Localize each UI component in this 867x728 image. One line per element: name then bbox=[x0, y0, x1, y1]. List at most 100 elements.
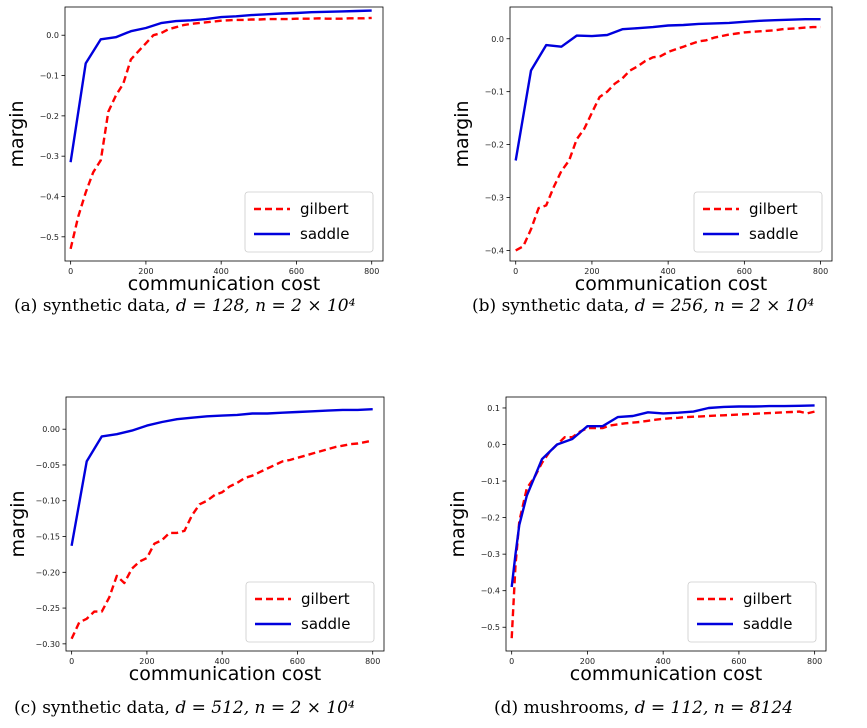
legend-label-saddle: saddle bbox=[301, 615, 350, 633]
x-axis-title: communication cost bbox=[128, 273, 320, 295]
y-axis-title: margin bbox=[451, 100, 473, 167]
series-line-gilbert bbox=[70, 439, 373, 640]
y-tick-label: −0.5 bbox=[481, 623, 500, 632]
y-tick-label: −0.2 bbox=[481, 514, 500, 523]
legend-label-saddle: saddle bbox=[300, 225, 349, 243]
y-tick-label: −0.4 bbox=[40, 192, 59, 201]
legend-label-gilbert: gilbert bbox=[743, 590, 792, 608]
caption-params: d = 128, n = 2 × 10⁴ bbox=[175, 296, 356, 316]
x-axis-title: communication cost bbox=[575, 273, 767, 295]
caption-label: (a) bbox=[14, 296, 38, 316]
caption-d: (d) mushrooms, d = 112, n = 8124 bbox=[494, 698, 793, 718]
legend: gilbert saddle bbox=[244, 191, 374, 253]
x-tick-label: 0 bbox=[68, 267, 73, 276]
caption-label: (c) bbox=[14, 698, 37, 718]
x-tick-label: 400 bbox=[214, 267, 229, 276]
chart-panel-b: 0 200 400 600 800 −0.4 −0.3 −0.2 −0.1 0.0 communic… bbox=[451, 6, 833, 295]
y-tick-label: 0.1 bbox=[487, 404, 500, 413]
caption-dataset: synthetic data, bbox=[501, 296, 630, 316]
plot-frame bbox=[64, 6, 384, 262]
y-tick-label: −0.2 bbox=[485, 141, 504, 150]
series-line-saddle bbox=[514, 18, 821, 161]
y-tick-label: −0.20 bbox=[35, 568, 60, 577]
y-tick-label: −0.1 bbox=[485, 88, 504, 97]
y-tick-label: −0.10 bbox=[35, 497, 60, 506]
x-tick-label: 800 bbox=[365, 657, 380, 666]
x-tick-label: 600 bbox=[737, 267, 752, 276]
x-tick-label: 600 bbox=[289, 267, 304, 276]
y-tick-label: −0.5 bbox=[40, 233, 59, 242]
x-tick-label: 400 bbox=[656, 657, 671, 666]
y-tick-label: −0.1 bbox=[481, 477, 500, 486]
series-line-gilbert bbox=[515, 25, 821, 252]
plot-frame bbox=[505, 396, 827, 652]
x-tick-label: 0 bbox=[69, 657, 74, 666]
chart-panel-d: 0 200 400 600 800 −0.5 −0.4 −0.3 −0.2 −0.1 0.0 0.1 c… bbox=[447, 396, 827, 685]
caption-b: (b) synthetic data, d = 256, n = 2 × 10⁴ bbox=[472, 296, 814, 316]
y-tick-label: 0.0 bbox=[487, 441, 500, 450]
x-tick-label: 600 bbox=[290, 657, 305, 666]
y-tick-label: −0.2 bbox=[40, 112, 59, 121]
chart-panel-a: 0 200 400 600 800 −0.5 −0.4 −0.3 −0.2 −0.1 0.0 comm… bbox=[6, 6, 384, 295]
y-axis-title: margin bbox=[6, 100, 28, 167]
caption-dataset: synthetic data, bbox=[42, 296, 171, 316]
x-tick-label: 600 bbox=[731, 657, 746, 666]
y-tick-label: −0.25 bbox=[35, 604, 60, 613]
legend-label-gilbert: gilbert bbox=[301, 590, 350, 608]
legend-box bbox=[693, 191, 823, 253]
y-tick-label: −0.30 bbox=[35, 640, 60, 649]
y-tick-label: −0.05 bbox=[35, 461, 60, 470]
legend: gilbert saddle bbox=[245, 581, 375, 643]
legend-label-saddle: saddle bbox=[749, 225, 798, 243]
y-tick-label: 0.0 bbox=[46, 31, 59, 40]
x-tick-label: 800 bbox=[807, 657, 822, 666]
caption-a: (a) synthetic data, d = 128, n = 2 × 10⁴ bbox=[14, 296, 355, 316]
legend-label-gilbert: gilbert bbox=[300, 200, 349, 218]
x-tick-label: 400 bbox=[661, 267, 676, 276]
y-tick-label: 0.00 bbox=[42, 425, 60, 434]
y-axis-title: margin bbox=[447, 490, 469, 557]
x-tick-label: 800 bbox=[813, 267, 828, 276]
x-tick-label: 0 bbox=[509, 657, 514, 666]
y-tick-label: −0.3 bbox=[481, 550, 500, 559]
legend-label-saddle: saddle bbox=[743, 615, 792, 633]
y-tick-label: −0.4 bbox=[481, 587, 500, 596]
y-tick-label: 0.0 bbox=[491, 35, 504, 44]
chart-panel-c: 0 200 400 600 800 −0.30 −0.25 −0.20 −0.15 −0.10 −0… bbox=[7, 396, 385, 685]
plot-frame bbox=[509, 6, 833, 262]
series-line-saddle bbox=[510, 404, 815, 588]
x-tick-label: 200 bbox=[584, 267, 599, 276]
legend: gilbert saddle bbox=[687, 581, 817, 643]
x-tick-label: 200 bbox=[138, 267, 153, 276]
y-tick-label: −0.3 bbox=[40, 152, 59, 161]
y-axis-title: margin bbox=[7, 490, 29, 557]
x-tick-label: 200 bbox=[580, 657, 595, 666]
series-line-saddle bbox=[69, 9, 372, 163]
series-line-gilbert bbox=[69, 16, 372, 250]
legend-box bbox=[687, 581, 817, 643]
caption-params: d = 256, n = 2 × 10⁴ bbox=[634, 296, 815, 316]
x-tick-label: 400 bbox=[215, 657, 230, 666]
caption-c: (c) synthetic data, d = 512, n = 2 × 10⁴ bbox=[14, 698, 355, 718]
legend-label-gilbert: gilbert bbox=[749, 200, 798, 218]
series-line-saddle bbox=[70, 408, 373, 547]
y-tick-label: −0.4 bbox=[485, 246, 504, 255]
legend-box bbox=[244, 191, 374, 253]
caption-label: (d) bbox=[494, 698, 519, 718]
legend-box bbox=[245, 581, 375, 643]
x-tick-label: 0 bbox=[513, 267, 518, 276]
x-axis-title: communication cost bbox=[570, 663, 762, 685]
caption-label: (b) bbox=[472, 296, 497, 316]
plot-frame bbox=[65, 396, 385, 652]
caption-params: d = 512, n = 2 × 10⁴ bbox=[175, 698, 355, 718]
legend: gilbert saddle bbox=[693, 191, 823, 253]
x-tick-label: 800 bbox=[364, 267, 379, 276]
caption-dataset: mushrooms, bbox=[523, 698, 630, 718]
caption-params: d = 112, n = 8124 bbox=[634, 698, 794, 718]
x-axis-title: communication cost bbox=[129, 663, 321, 685]
x-tick-label: 200 bbox=[139, 657, 154, 666]
caption-dataset: synthetic data, bbox=[42, 698, 170, 718]
y-tick-label: −0.15 bbox=[35, 533, 60, 542]
y-tick-label: −0.3 bbox=[485, 194, 504, 203]
